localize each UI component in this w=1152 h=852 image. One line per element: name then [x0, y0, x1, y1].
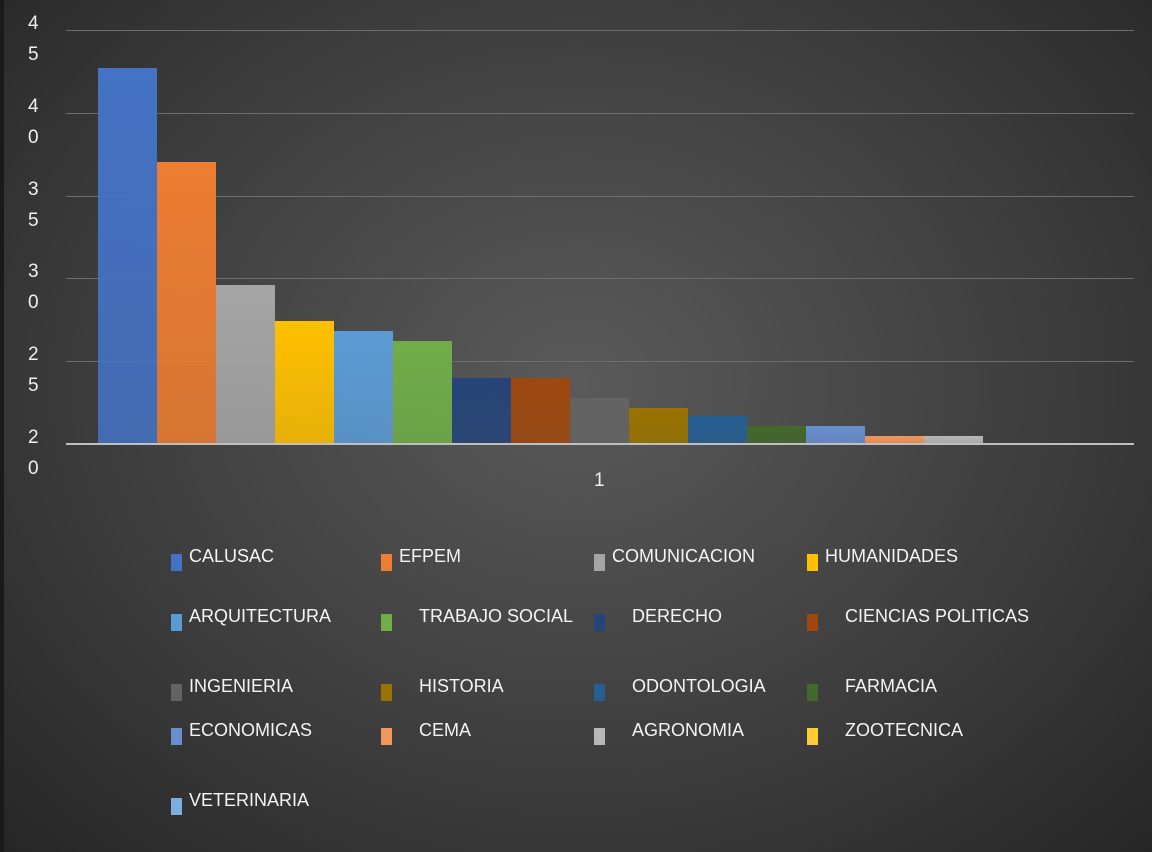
bar: [452, 377, 511, 444]
legend-swatch: [594, 614, 605, 631]
bar: [688, 415, 747, 444]
legend-label: TRABAJO SOCIAL: [419, 606, 574, 626]
legend-swatch: [594, 684, 605, 701]
bar: [806, 425, 865, 444]
bar: [747, 425, 806, 444]
y-tick-label: 20: [28, 427, 39, 479]
legend-label: ARQUITECTURA: [189, 606, 332, 626]
legend-swatch: [594, 554, 605, 571]
legend-swatch: [807, 728, 818, 745]
bar: [157, 162, 216, 444]
legend-swatch: [381, 614, 392, 631]
legend-label: VETERINARIA: [189, 790, 310, 810]
grid-line: [66, 112, 1134, 114]
y-tick-label: 25: [28, 344, 39, 397]
legend-swatch: [171, 798, 182, 815]
legend-label: ZOOTECNICA: [845, 720, 964, 740]
legend-swatch: [381, 684, 392, 701]
legend-swatch: [594, 728, 605, 745]
legend-label: CEMA: [419, 720, 472, 740]
bar: [865, 435, 924, 444]
legend-label: EFPEM: [399, 546, 462, 566]
x-axis: [66, 443, 1134, 445]
legend-label: CIENCIAS POLITICAS: [845, 606, 1030, 626]
legend-swatch: [807, 684, 818, 701]
grid-line: [66, 30, 1134, 31]
legend-swatch: [171, 684, 182, 701]
bar: [393, 341, 452, 444]
y-tick-label: 40: [28, 95, 39, 148]
legend-label: CALUSAC: [189, 546, 275, 566]
bar: [570, 397, 629, 444]
grid-line: [66, 278, 1134, 280]
y-tick-label: 35: [28, 178, 39, 231]
legend-label: FARMACIA: [845, 676, 938, 696]
legend-swatch: [171, 614, 182, 631]
legend-label: HUMANIDADES: [825, 546, 959, 566]
legend-swatch: [381, 554, 392, 571]
legend-swatch: [807, 554, 818, 571]
bar: [924, 435, 983, 444]
legend-swatch: [381, 728, 392, 745]
legend-swatch: [807, 614, 818, 631]
legend-label: HISTORIA: [419, 676, 504, 696]
legend-label: INGENIERIA: [189, 676, 294, 696]
legend-label: ECONOMICAS: [189, 720, 313, 740]
bar: [275, 321, 334, 444]
bar: [511, 377, 570, 444]
y-tick-label: 45: [28, 13, 39, 65]
bar: [216, 285, 275, 444]
legend-label: DERECHO: [632, 606, 723, 626]
bar: [334, 331, 393, 444]
y-tick-label: 30: [28, 261, 39, 314]
legend-label: AGRONOMIA: [632, 720, 745, 740]
bar: [629, 407, 688, 444]
bar: [98, 68, 157, 444]
legend-label: COMUNICACION: [612, 546, 755, 566]
legend-swatch: [171, 554, 182, 571]
grid-line: [66, 195, 1134, 197]
x-tick-label: 1: [594, 470, 605, 491]
legend-swatch: [171, 728, 182, 745]
grid-line: [66, 361, 1134, 363]
legend-label: ODONTOLOGIA: [632, 676, 766, 696]
